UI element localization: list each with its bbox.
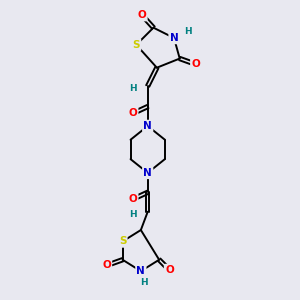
Text: H: H <box>129 209 137 218</box>
Text: H: H <box>129 84 137 93</box>
Text: O: O <box>191 59 200 69</box>
Text: N: N <box>169 33 178 43</box>
Text: O: O <box>138 10 146 20</box>
Text: S: S <box>133 40 140 50</box>
Text: H: H <box>140 278 148 287</box>
Text: N: N <box>143 121 152 131</box>
Text: O: O <box>102 260 111 271</box>
Text: O: O <box>128 194 137 204</box>
Text: O: O <box>128 108 137 118</box>
Text: H: H <box>184 27 191 36</box>
Text: N: N <box>143 168 152 178</box>
Text: N: N <box>136 266 145 276</box>
Text: O: O <box>165 265 174 275</box>
Text: S: S <box>119 236 126 247</box>
